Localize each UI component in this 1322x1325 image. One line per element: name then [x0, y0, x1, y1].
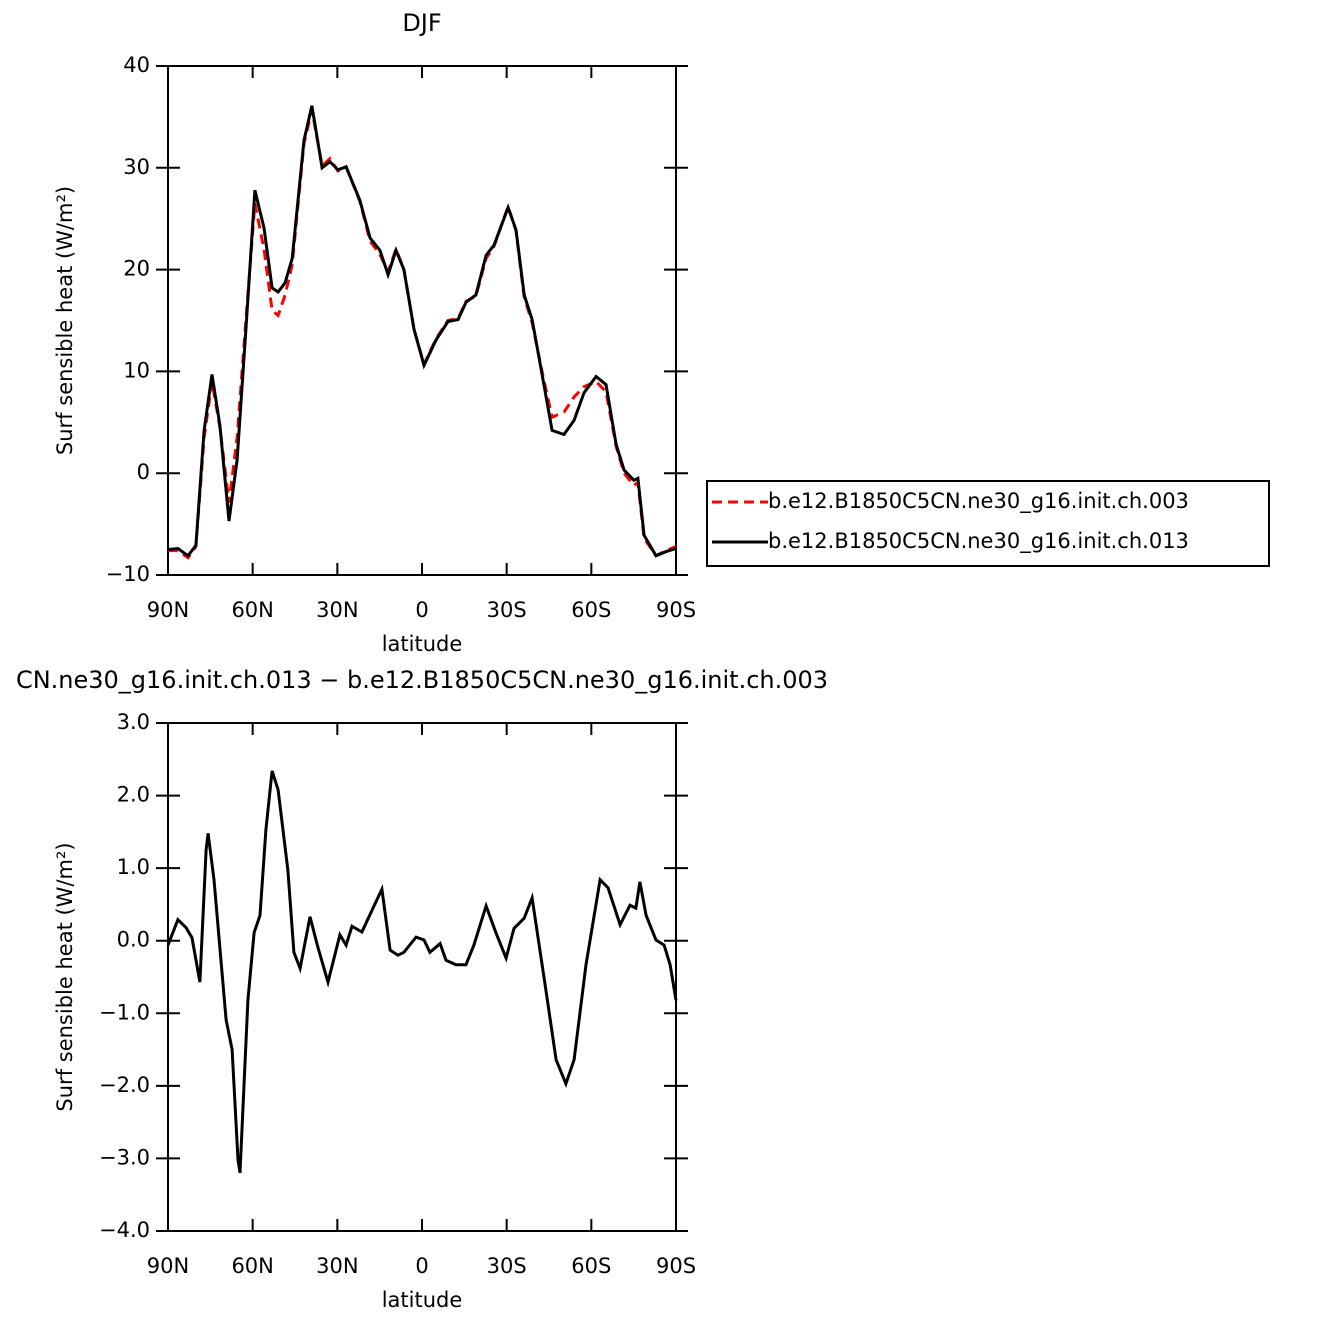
x-tick-label: 90N	[147, 598, 189, 622]
y-tick-label: 2.0	[117, 783, 150, 807]
x-tick-label: 60N	[231, 598, 273, 622]
y-tick-label: 3.0	[117, 710, 150, 734]
x-tick-label: 60S	[571, 1254, 611, 1278]
y-axis-label: Surf sensible heat (W/m²)	[53, 842, 77, 1111]
x-tick-label: 30N	[316, 1254, 358, 1278]
x-tick-label: 0	[415, 1254, 428, 1278]
chart-title: CN.ne30_g16.init.ch.013 − b.e12.B1850C5C…	[16, 666, 828, 694]
y-tick-label: 1.0	[117, 855, 150, 879]
y-tick-label: −10	[106, 562, 150, 586]
data-line	[166, 770, 678, 1174]
x-tick-label: 90S	[656, 598, 696, 622]
y-tick-label: 10	[123, 358, 150, 382]
x-tick-label: 30S	[487, 598, 527, 622]
y-tick-label: −3.0	[99, 1145, 150, 1169]
x-tick-label: 60N	[231, 1254, 273, 1278]
x-tick-label: 90S	[656, 1254, 696, 1278]
legend-box	[706, 480, 1270, 567]
y-axis-label: Surf sensible heat (W/m²)	[53, 186, 77, 455]
y-tick-label: 40	[123, 53, 150, 77]
y-tick-label: −4.0	[99, 1218, 150, 1242]
x-tick-label: 90N	[147, 1254, 189, 1278]
x-axis-label: latitude	[382, 1288, 463, 1312]
y-tick-label: 0	[137, 460, 150, 484]
x-axis-label: latitude	[382, 632, 463, 656]
x-tick-label: 30N	[316, 598, 358, 622]
data-line	[167, 105, 677, 558]
y-tick-label: −2.0	[99, 1073, 150, 1097]
y-tick-label: 0.0	[117, 928, 150, 952]
y-tick-label: 20	[123, 257, 150, 281]
plot-frame	[167, 65, 677, 576]
y-tick-label: 30	[123, 155, 150, 179]
plot-frame	[167, 722, 677, 1232]
x-tick-label: 60S	[571, 598, 611, 622]
legend-label: b.e12.B1850C5CN.ne30_g16.init.ch.013	[768, 529, 1189, 554]
x-tick-label: 30S	[487, 1254, 527, 1278]
x-tick-label: 0	[415, 598, 428, 622]
chart-title: DJF	[402, 9, 441, 37]
y-tick-label: −1.0	[99, 1000, 150, 1024]
legend-label: b.e12.B1850C5CN.ne30_g16.init.ch.003	[768, 489, 1189, 514]
